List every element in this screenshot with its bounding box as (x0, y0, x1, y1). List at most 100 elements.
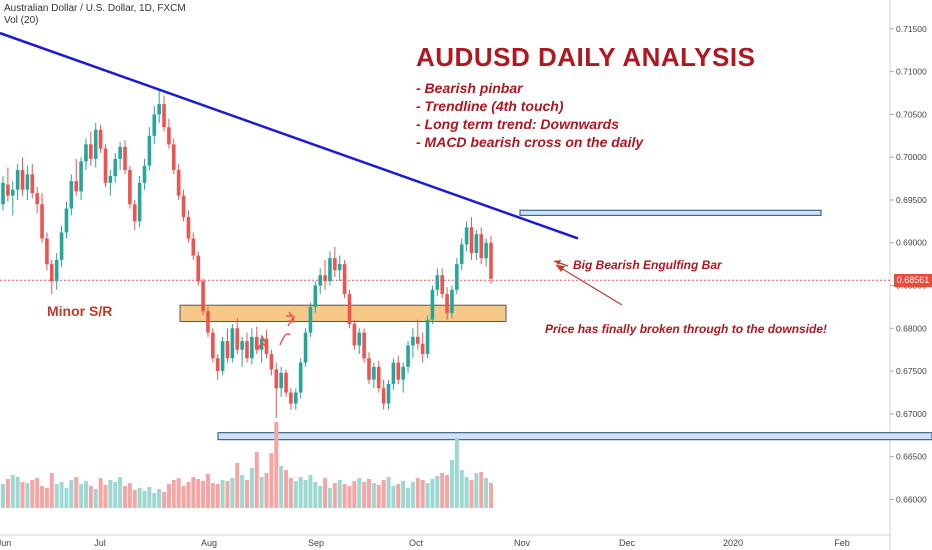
volume-bar (464, 477, 469, 508)
volume-bar (445, 475, 450, 508)
candle-body (157, 104, 161, 115)
candle-body (118, 146, 122, 159)
volume-bar (357, 478, 362, 508)
volume-bar (479, 472, 484, 508)
y-tick-label: 0.71000 (896, 67, 927, 77)
candle-body (108, 176, 113, 183)
candle-body (342, 264, 347, 295)
candle-body (313, 285, 318, 307)
volume-bar (162, 492, 167, 508)
x-tick-label: Feb (834, 538, 850, 548)
candle-body (113, 158, 118, 177)
volume-bar (74, 477, 79, 508)
candle-body (376, 366, 381, 389)
volume-bar (288, 478, 293, 508)
sr-zone (179, 304, 507, 322)
volume-bar (15, 477, 20, 508)
candle-body (386, 383, 391, 404)
x-tick-label: Jun (0, 538, 11, 548)
candle-body (435, 275, 440, 290)
volume-bar (30, 480, 35, 508)
volume-bar (337, 480, 342, 508)
candle-body (411, 336, 415, 346)
candle-body (10, 189, 15, 196)
volume-bar (230, 478, 235, 508)
candle-body (367, 358, 371, 380)
candle-body (89, 144, 93, 159)
candle-body (15, 170, 20, 190)
x-tick-label: 2020 (723, 538, 743, 548)
candle-body (123, 146, 127, 171)
volume-bar (88, 486, 93, 508)
volume-bar (40, 486, 45, 508)
candle-body (372, 366, 376, 380)
volume-bar (59, 482, 64, 508)
y-tick-label: 0.69500 (896, 195, 927, 205)
candle-body (79, 161, 83, 192)
x-tick-label: Aug (201, 538, 217, 548)
candle-body (64, 208, 69, 233)
candle-body (406, 345, 410, 367)
volume-bar (318, 486, 323, 508)
volume-bar (396, 484, 401, 508)
candle-body (362, 332, 366, 359)
candle-body (254, 336, 259, 350)
candle-body (201, 281, 205, 312)
candle-body (303, 332, 308, 363)
y-tick-label: 0.66500 (896, 452, 927, 462)
volume-bar (381, 480, 386, 508)
candle-body (298, 362, 303, 393)
volume-bar (362, 482, 367, 508)
volume-bar (298, 477, 303, 508)
candle-body (279, 372, 283, 389)
volume-bar (44, 488, 49, 508)
analysis-title: AUDUSD DAILY ANALYSIS (416, 42, 756, 72)
volume-bar (220, 480, 225, 508)
breakout-arrow-line (555, 264, 623, 306)
candle-body (294, 392, 298, 404)
candle-body (172, 144, 176, 171)
candle-body (479, 234, 484, 259)
candle-body (264, 338, 269, 354)
candle-body (147, 135, 152, 166)
candle-body (240, 341, 244, 350)
volume-bar (103, 485, 108, 508)
bullet-long-term: - Long term trend: Downwards (416, 116, 619, 132)
x-tick-label: Oct (409, 538, 424, 548)
y-tick-label: 0.68000 (896, 323, 927, 333)
volume-bar (274, 422, 279, 508)
candle-body (396, 362, 401, 380)
candle-body (35, 193, 39, 205)
red-arrow-icon (287, 315, 295, 327)
candle-body (186, 217, 191, 239)
candle-body (98, 129, 103, 149)
volume-bar (69, 480, 74, 508)
candle-body (318, 275, 322, 286)
candle-body (54, 259, 59, 282)
downtrend-line (0, 31, 579, 240)
candle-body (333, 258, 337, 271)
volume-bar (191, 477, 196, 508)
volume-bar (54, 484, 59, 508)
volume-bar (93, 489, 98, 508)
volume-bar (391, 486, 396, 508)
volume-bar (435, 476, 440, 508)
volume-bar (323, 478, 328, 508)
volume-bar (171, 480, 176, 508)
volume-bar (166, 484, 171, 508)
candle-body (25, 174, 30, 190)
candle-body (328, 258, 332, 282)
x-tick-label: Dec (619, 538, 636, 548)
candle-body (211, 332, 215, 359)
x-tick-label: Jul (94, 538, 106, 548)
volume-bar (454, 438, 459, 508)
candle-body (401, 366, 405, 380)
volume-bar (332, 483, 337, 508)
volume-bar (142, 491, 147, 508)
engulfing-arrow-head-icon (554, 260, 561, 265)
candle-body (206, 311, 210, 333)
volume-bar (484, 478, 489, 508)
candle-body (323, 275, 327, 282)
candle-body (484, 242, 488, 259)
volume-bar (157, 489, 162, 508)
